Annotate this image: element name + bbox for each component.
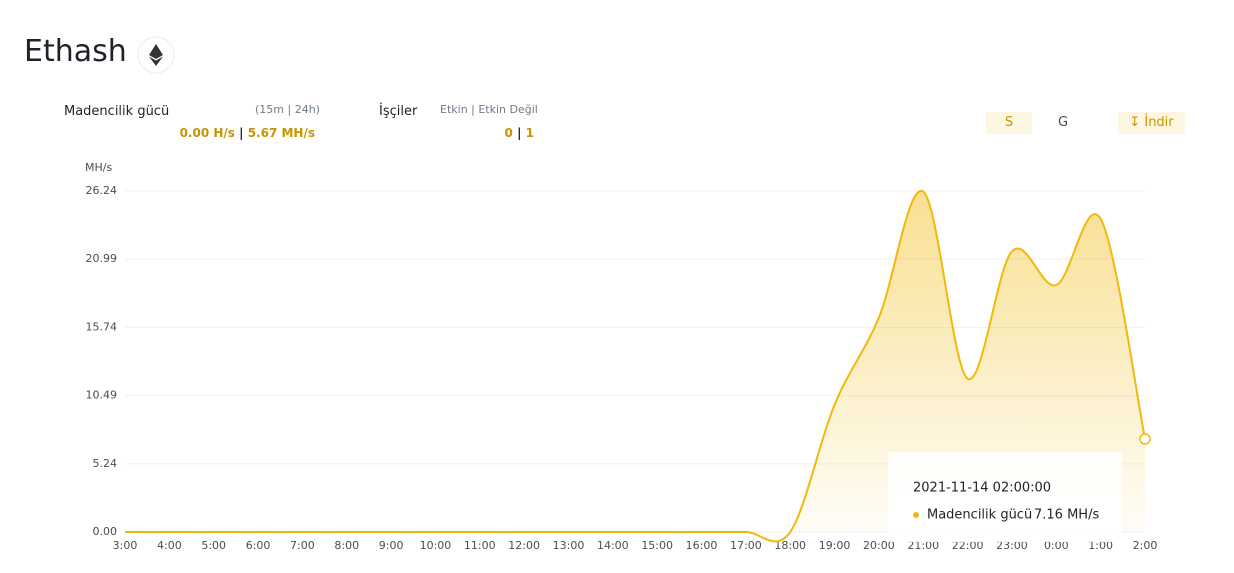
x-tick-label: 4:00 <box>157 539 182 552</box>
download-label: İndir <box>1144 115 1174 130</box>
hashrate-values: 0.00 H/s | 5.67 MH/s <box>180 126 315 140</box>
x-tick-label: 13:00 <box>553 539 585 552</box>
hover-point <box>1139 433 1151 445</box>
tooltip-series: Madencilik gücü <box>927 508 1032 523</box>
workers-states: Etkin | Etkin Değil <box>440 103 538 116</box>
title: Ethash <box>24 34 127 69</box>
y-tick-label: 5.24 <box>93 457 118 470</box>
y-tick-label: 20.99 <box>86 252 118 265</box>
tooltip-dot <box>913 512 919 518</box>
hashrate-periods: (15m | 24h) <box>255 103 320 116</box>
x-tick-label: 10:00 <box>420 539 452 552</box>
y-unit: MH/s <box>85 161 112 174</box>
y-tick-label: 0.00 <box>93 525 118 538</box>
x-tick-label: 20:00 <box>863 539 895 552</box>
tooltip-value: 7.16 MH/s <box>1034 508 1099 523</box>
y-tick-label: 26.24 <box>86 184 118 197</box>
x-tick-label: 1:00 <box>1088 539 1113 552</box>
x-tick-label: 23:00 <box>996 539 1028 552</box>
x-tick-label: 7:00 <box>290 539 315 552</box>
tooltip: 2021-11-14 02:00:00 Madencilik gücü 7.16 M… <box>888 452 1122 542</box>
workers-active: 0 <box>504 126 513 140</box>
tooltip-time: 2021-11-14 02:00:00 <box>913 481 1051 496</box>
tooltip-box <box>888 452 1122 542</box>
x-tick-label: 11:00 <box>464 539 496 552</box>
workers-inactive: 1 <box>525 126 534 140</box>
separator: | <box>517 126 522 140</box>
hashrate-label: Madencilik gücü <box>64 104 170 119</box>
x-tick-label: 22:00 <box>952 539 984 552</box>
x-tick-label: 17:00 <box>730 539 762 552</box>
hashrate-15m: 0.00 H/s <box>179 126 235 140</box>
x-tick-label: 21:00 <box>907 539 939 552</box>
x-tick-label: 5:00 <box>201 539 226 552</box>
y-tick-label: 15.74 <box>86 320 118 333</box>
separator: | <box>239 126 244 140</box>
eth-icon <box>137 36 175 74</box>
x-tick-label: 15:00 <box>641 539 673 552</box>
x-tick-label: 6:00 <box>246 539 271 552</box>
x-tick-label: 0:00 <box>1044 539 1069 552</box>
chart: MH/s 0.00 5.24 10.49 15.74 20.99 26.24 3:00 4:0… <box>85 161 1158 552</box>
workers-label: İşçiler <box>379 104 418 119</box>
download-button[interactable]: ↧ İndir <box>1118 112 1185 134</box>
x-tick-label: 8:00 <box>334 539 359 552</box>
workers-values: 0 | 1 <box>505 126 534 140</box>
x-tick-label: 12:00 <box>508 539 540 552</box>
long-button[interactable]: G <box>1057 115 1069 130</box>
x-tick-label: 19:00 <box>819 539 851 552</box>
hashrate-24h: 5.67 MH/s <box>247 126 315 140</box>
x-tick-label: 16:00 <box>686 539 718 552</box>
short-button[interactable]: S <box>986 112 1032 134</box>
x-tick-label: 18:00 <box>774 539 806 552</box>
x-tick-label: 9:00 <box>379 539 404 552</box>
line <box>125 190 1146 543</box>
y-tick-label: 10.49 <box>86 389 118 402</box>
x-tick-label: 14:00 <box>597 539 629 552</box>
x-tick-label: 2:00 <box>1133 539 1158 552</box>
x-tick-label: 3:00 <box>113 539 138 552</box>
